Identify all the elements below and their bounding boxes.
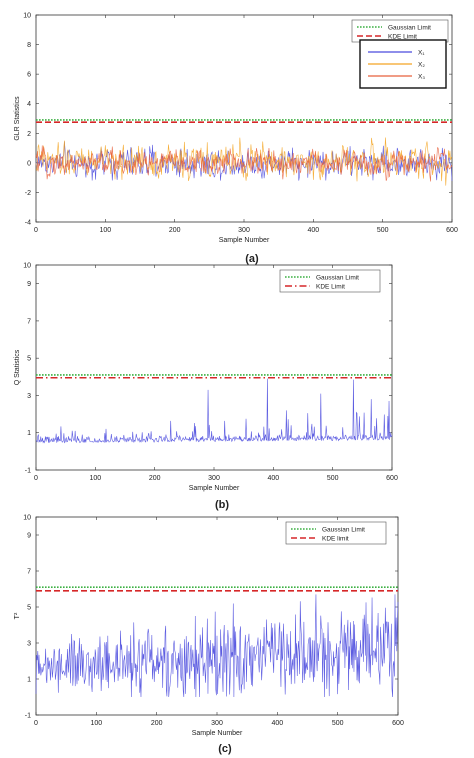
legend-label: KDE Limit [316,283,345,290]
series-line-T² [35,594,399,698]
legend-limits: Gaussian Limit KDE Limit [351,19,449,43]
chart-panel-3: 0 100 200 300 400 500 600 -1 1 3 5 7 9 10 Sample Numbe… [14,515,404,756]
x-tick-label: 100 [99,227,111,234]
legend-label: X₂ [418,61,425,68]
x-tick-label: 500 [327,475,339,482]
chart-panel-1: 0 100 200 300 400 500 600 -4 -2 0 2 4 6 8 10 Sample Num… [14,13,458,266]
y-tick-label: 3 [27,393,31,400]
y-tick-label: 5 [27,605,31,612]
x-axis-label: Sample Number [219,237,270,244]
legend-label: Gaussian Limit [316,274,359,281]
y-tick-label: 5 [27,356,31,363]
x-tick-label: 0 [34,720,38,727]
panel-label: (c) [218,743,232,755]
panel-label: (b) [215,499,229,511]
y-tick-label: 9 [27,281,31,288]
x-tick-label: 100 [90,720,102,727]
y-tick-label: 8 [27,42,31,49]
panel-label: (a) [245,253,259,265]
series-line-X₃ [35,145,453,182]
legend-label: Gaussian Limit [322,526,365,533]
y-tick-label: 6 [27,72,31,79]
y-tick-label: 2 [27,131,31,138]
x-tick-label: 200 [151,720,163,727]
y-tick-label: 4 [27,101,31,108]
x-tick-label: 300 [211,720,223,727]
legend-label: KDE Limit [388,33,417,40]
y-axis-label: GLR Statistics [14,96,21,141]
y-tick-label: 7 [27,569,31,576]
y-tick-label: -4 [25,220,31,227]
y-axis-label: Q Statistics [14,349,21,385]
x-tick-label: 600 [392,720,404,727]
legend-label: Gaussian Limit [388,24,431,31]
x-axis-label: Sample Number [189,485,240,492]
y-tick-label: -1 [25,468,31,475]
y-tick-label: 0 [27,160,31,167]
y-tick-label: 10 [23,515,31,522]
x-tick-label: 500 [332,720,344,727]
x-tick-label: 400 [307,227,319,234]
x-tick-label: 600 [446,227,458,234]
x-tick-label: 200 [149,475,161,482]
legend-label: X₃ [418,73,425,80]
x-tick-label: 400 [271,720,283,727]
legend-label: KDE limit [322,535,349,542]
x-tick-label: 300 [238,227,250,234]
y-tick-label: 9 [27,533,31,540]
series-line-X₂ [35,137,453,186]
y-tick-label: 1 [27,430,31,437]
legend-label: X₁ [418,49,425,56]
y-tick-label: 10 [23,13,31,20]
series-line-Q [35,378,393,444]
legend-limits: Gaussian Limit KDE Limit [279,269,381,293]
y-axis-label: T² [14,612,21,619]
x-axis-label: Sample Number [192,730,243,737]
y-tick-label: 7 [27,318,31,325]
x-tick-label: 300 [208,475,220,482]
y-tick-label: -1 [25,713,31,720]
x-tick-label: 0 [34,227,38,234]
x-tick-label: 400 [267,475,279,482]
x-tick-label: 200 [169,227,181,234]
y-tick-label: 1 [27,677,31,684]
x-tick-label: 0 [34,475,38,482]
y-tick-label: -2 [25,190,31,197]
legend-series: X₁ X₂ X₃ [359,39,447,89]
x-tick-label: 100 [89,475,101,482]
y-tick-label: 3 [27,641,31,648]
chart-panel-2: 0 100 200 300 400 500 600 -1 1 3 5 7 9 10 Sample Numbe… [14,263,398,512]
legend-limits: Gaussian Limit KDE limit [285,521,387,545]
y-tick-label: 10 [23,263,31,270]
x-tick-label: 500 [377,227,389,234]
x-tick-label: 600 [386,475,398,482]
